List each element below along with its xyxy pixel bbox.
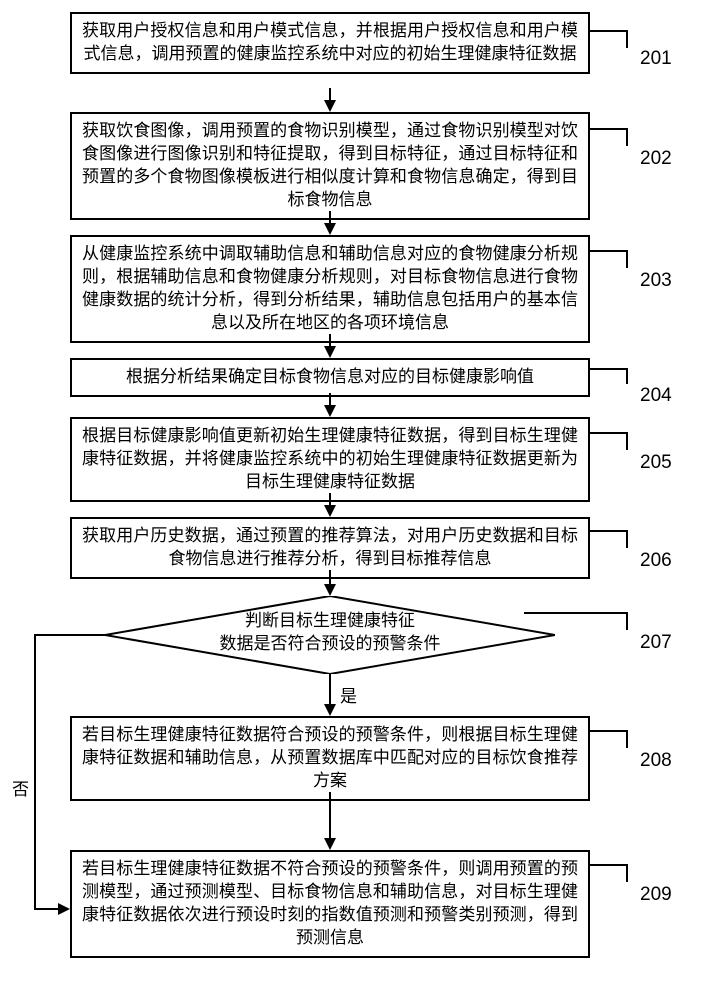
leader-201-v (626, 30, 628, 48)
step-205-text: 根据目标健康影响值更新初始生理健康特征数据，得到目标生理健康特征数据，并将健康监… (82, 426, 578, 491)
step-209-box: 若目标生理健康特征数据不符合预设的预警条件，则调用预置的预测模型，通过预测模型、… (70, 850, 590, 958)
conn-208-209 (329, 792, 331, 840)
leader-201-h (590, 30, 628, 32)
leader-207-v (626, 612, 628, 630)
leader-206-v (626, 530, 628, 548)
arrow-203-204 (324, 346, 336, 358)
flowchart-container: 获取用户授权信息和用户模式信息，并根据用户授权信息和用户模式信息，调用预置的健康… (0, 0, 710, 1000)
step-206-text: 获取用户历史数据，通过预置的推荐算法，对用户历史数据和目标食物信息进行推荐分析，… (82, 526, 578, 568)
branch-no-label: 否 (12, 775, 29, 800)
step-202-text: 获取饮食图像，调用预置的食物识别模型，通过食物识别模型对饮食图像进行图像识别和特… (82, 121, 578, 209)
leader-202-v (626, 128, 628, 146)
leader-208-h (590, 730, 628, 732)
arrow-207-208 (324, 704, 336, 716)
leader-205-h (590, 432, 628, 434)
step-203-label: 203 (640, 270, 672, 292)
step-204-text: 根据分析结果确定目标食物信息对应的目标健康影响值 (126, 367, 534, 386)
step-208-label: 208 (640, 750, 672, 772)
conn-207-no-h2 (34, 908, 59, 910)
conn-207-no-v (34, 634, 36, 910)
leader-209-v (626, 864, 628, 882)
leader-206-h (590, 530, 628, 532)
step-201-box: 获取用户授权信息和用户模式信息，并根据用户授权信息和用户模式信息，调用预置的健康… (70, 12, 590, 74)
step-205-box: 根据目标健康影响值更新初始生理健康特征数据，得到目标生理健康特征数据，并将健康监… (70, 417, 590, 502)
arrow-204-205 (324, 405, 336, 417)
step-203-text: 从健康监控系统中调取辅助信息和辅助信息对应的食物健康分析规则，根据辅助信息和食物… (82, 244, 578, 332)
leader-204-v (626, 368, 628, 384)
leader-203-v (626, 250, 628, 268)
arrow-205-206 (324, 505, 336, 517)
step-207-label: 207 (640, 632, 672, 654)
conn-207-no-h (34, 634, 106, 636)
step-206-label: 206 (640, 550, 672, 572)
leader-208-v (626, 730, 628, 748)
leader-209-h (590, 864, 628, 866)
step-208-box: 若目标生理健康特征数据符合预设的预警条件，则根据目标生理健康特征数据和辅助信息，… (70, 716, 590, 801)
arrow-206-207 (324, 584, 336, 596)
step-209-label: 209 (640, 884, 672, 906)
step-207-line2: 数据是否符合预设的预警条件 (220, 634, 441, 653)
step-205-label: 205 (640, 452, 672, 474)
step-208-text: 若目标生理健康特征数据符合预设的预警条件，则根据目标生理健康特征数据和辅助信息，… (82, 725, 578, 790)
arrow-no-209 (58, 903, 70, 915)
arrow-208-209 (324, 838, 336, 850)
conn-207-yes-v (329, 674, 331, 706)
leader-204-h (590, 368, 628, 370)
step-207-diamond: 判断目标生理健康特征 数据是否符合预设的预警条件 (105, 596, 555, 674)
leader-205-v (626, 432, 628, 450)
step-204-label: 204 (640, 385, 672, 407)
branch-yes-label: 是 (340, 682, 357, 707)
leader-203-h (590, 250, 628, 252)
step-209-text: 若目标生理健康特征数据不符合预设的预警条件，则调用预置的预测模型，通过预测模型、… (82, 859, 578, 947)
leader-207-h (524, 612, 628, 614)
step-202-label: 202 (640, 148, 672, 170)
step-207-line1: 判断目标生理健康特征 (245, 611, 415, 630)
step-201-text: 获取用户授权信息和用户模式信息，并根据用户授权信息和用户模式信息，调用预置的健康… (82, 21, 578, 63)
step-207-text: 判断目标生理健康特征 数据是否符合预设的预警条件 (105, 610, 555, 656)
step-202-box: 获取饮食图像，调用预置的食物识别模型，通过食物识别模型对饮食图像进行图像识别和特… (70, 112, 590, 220)
step-203-box: 从健康监控系统中调取辅助信息和辅助信息对应的食物健康分析规则，根据辅助信息和食物… (70, 235, 590, 343)
step-204-box: 根据分析结果确定目标食物信息对应的目标健康影响值 (70, 358, 590, 397)
arrow-202-203 (324, 223, 336, 235)
leader-202-h (590, 128, 628, 130)
arrow-201-202 (324, 100, 336, 112)
step-201-label: 201 (640, 48, 672, 70)
